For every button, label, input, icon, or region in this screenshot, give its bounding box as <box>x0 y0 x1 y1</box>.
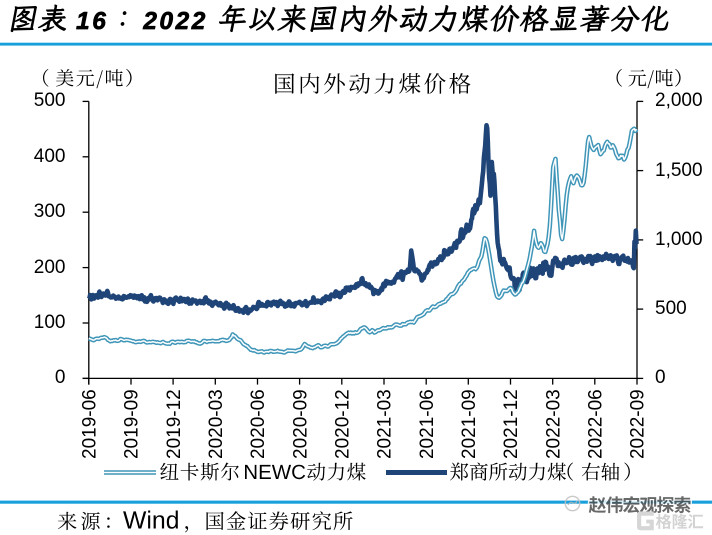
svg-text:2020-06: 2020-06 <box>248 389 269 459</box>
svg-text:2019-09: 2019-09 <box>122 389 143 459</box>
svg-text:2021-06: 2021-06 <box>417 389 438 459</box>
svg-text:2021-12: 2021-12 <box>501 389 522 459</box>
svg-text:2020-12: 2020-12 <box>333 389 354 459</box>
svg-text:2019-12: 2019-12 <box>164 389 185 459</box>
svg-text:2022-06: 2022-06 <box>586 389 607 459</box>
svg-text:2021-03: 2021-03 <box>375 389 396 459</box>
svg-text:2021-09: 2021-09 <box>459 389 480 459</box>
svg-text:2020-09: 2020-09 <box>290 389 311 459</box>
svg-text:2020-03: 2020-03 <box>206 389 227 459</box>
svg-text:2019-06: 2019-06 <box>80 389 101 459</box>
svg-text:2022-09: 2022-09 <box>628 389 649 459</box>
svg-text:2022-03: 2022-03 <box>543 389 564 459</box>
